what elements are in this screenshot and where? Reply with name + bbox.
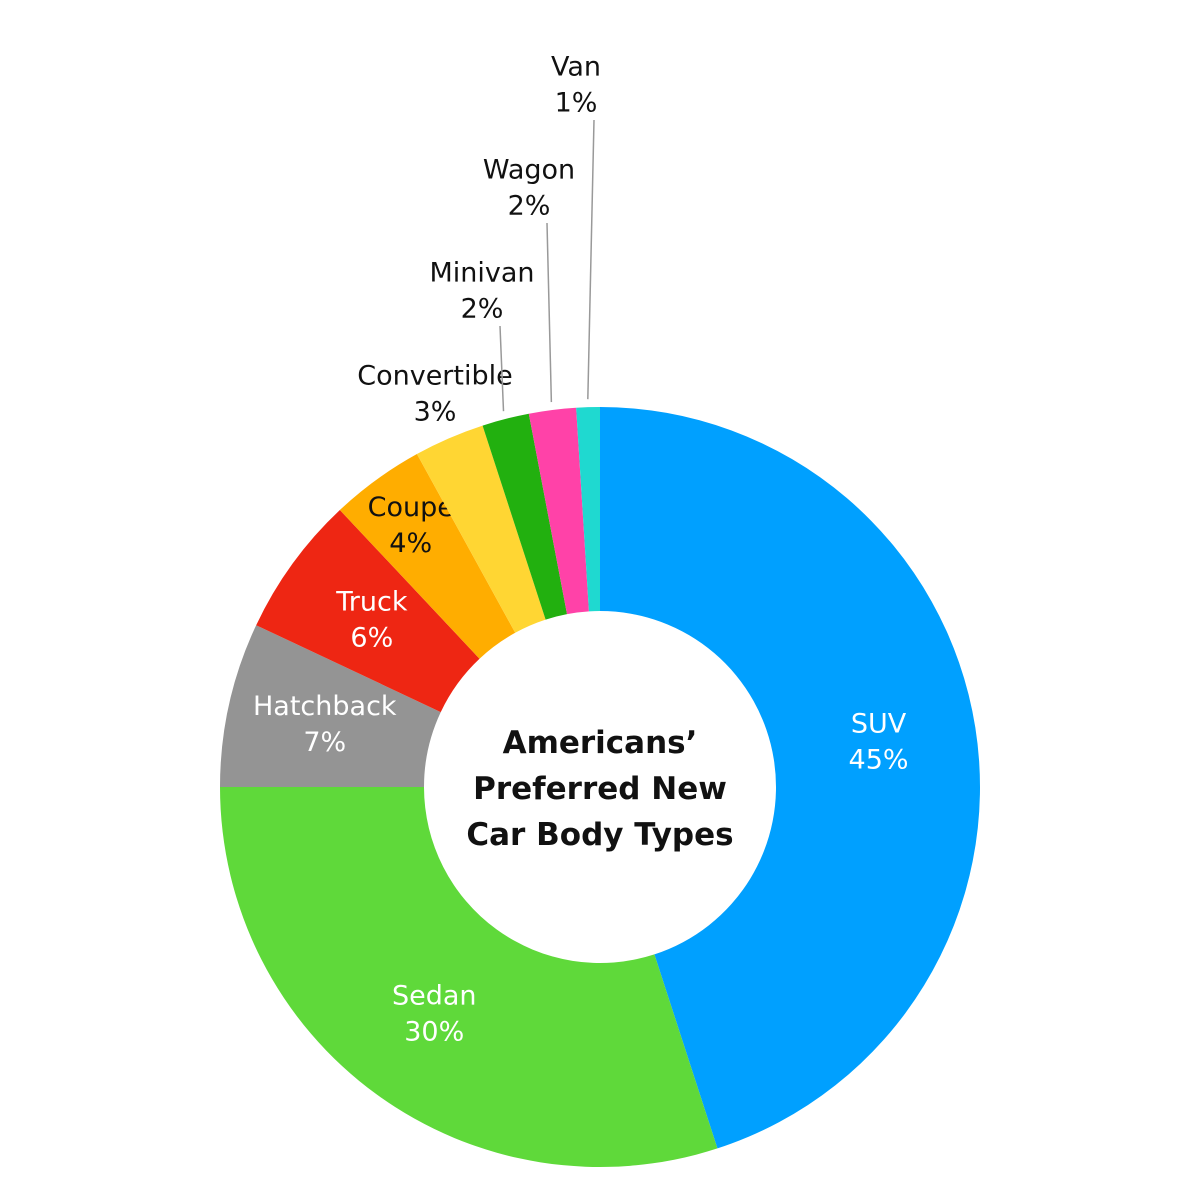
slice-category-label: SUV <box>851 708 907 739</box>
slice-category-label: Wagon <box>483 155 575 186</box>
slice-category-label: Convertible <box>357 361 513 392</box>
donut-slice <box>339 454 516 659</box>
slice-value-label: 3% <box>414 397 457 428</box>
donut-slice <box>600 407 981 1149</box>
slice-category-label: Truck <box>335 587 408 618</box>
slice-category-label: Coupe <box>368 492 454 523</box>
leader-line <box>499 325 505 412</box>
donut-slice <box>528 407 589 615</box>
leader-line <box>546 222 553 403</box>
slice-value-label: 4% <box>389 528 432 559</box>
slice-category-label: Minivan <box>429 258 534 289</box>
slice-value-label: 1% <box>555 88 598 119</box>
donut-slice <box>416 425 546 633</box>
slice-value-label: 7% <box>303 727 346 758</box>
slice-value-label: 45% <box>849 744 909 775</box>
donut-slice <box>576 407 600 612</box>
slice-value-label: 30% <box>404 1017 464 1048</box>
donut-slice <box>220 625 441 787</box>
donut-slice <box>482 413 568 620</box>
slice-category-label: Van <box>551 52 601 83</box>
donut-slice <box>220 787 718 1168</box>
slice-value-label: 2% <box>461 294 504 325</box>
slice-value-label: 2% <box>508 191 551 222</box>
slice-category-label: Hatchback <box>253 691 397 722</box>
slice-value-label: 6% <box>350 623 393 654</box>
slice-category-label: Sedan <box>392 981 477 1012</box>
leader-line <box>587 119 595 400</box>
donut-slice <box>256 509 480 713</box>
chart-title: Americans’ Preferred New Car Body Types <box>466 725 734 853</box>
